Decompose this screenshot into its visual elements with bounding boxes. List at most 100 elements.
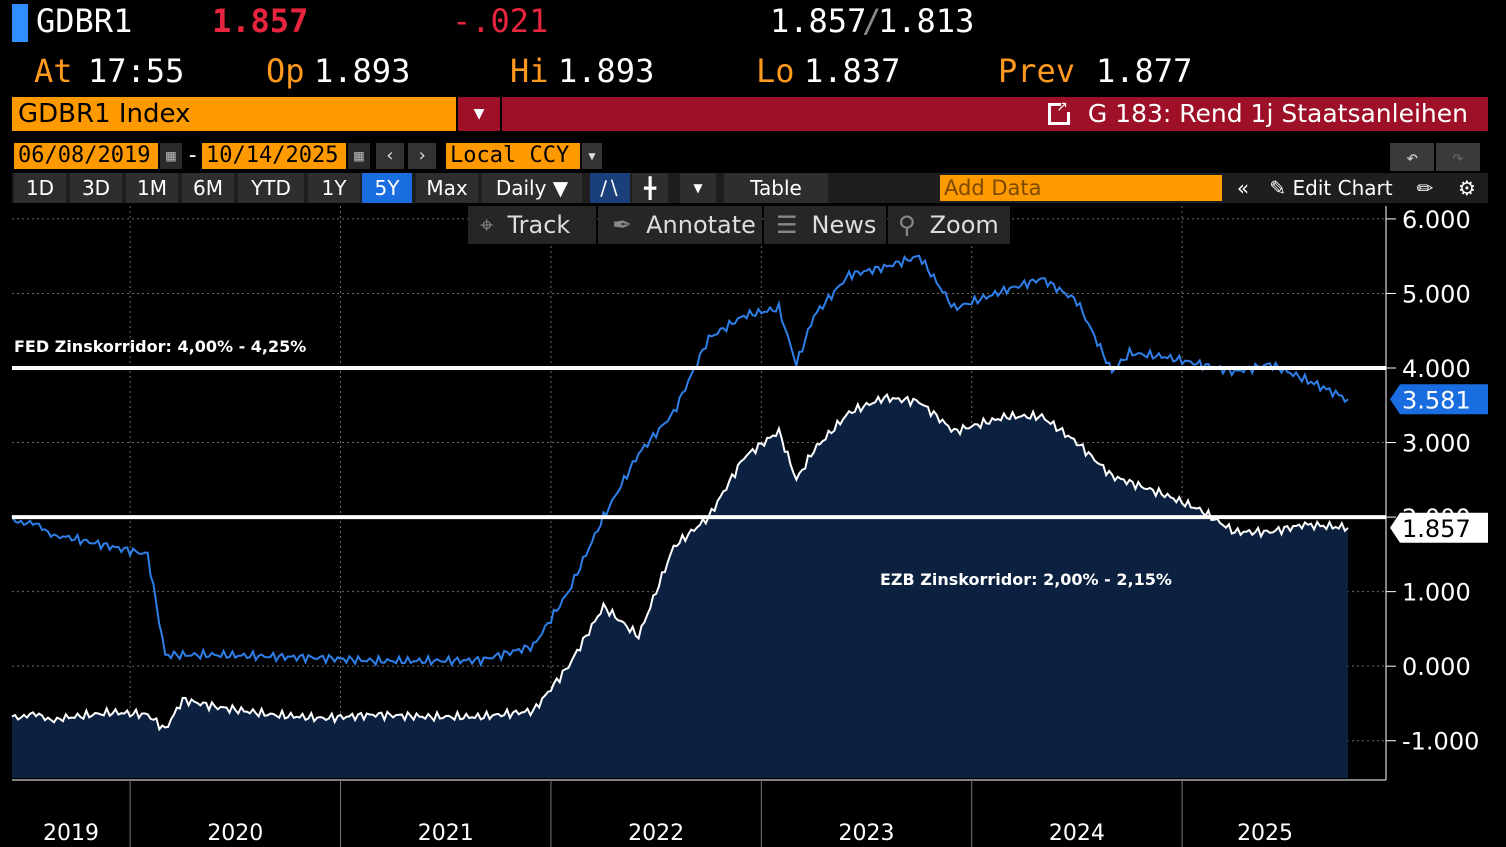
start-calendar-icon[interactable]: ▦ — [160, 143, 182, 169]
x-tick-label: 2020 — [207, 821, 263, 846]
magnifier-icon: ⚲ — [898, 211, 916, 239]
ezb-annotation: EZB Zinskorridor: 2,00% - 2,15% — [880, 570, 1172, 589]
end-calendar-icon[interactable]: ▦ — [348, 143, 370, 169]
chart-settings-button[interactable]: ✏ — [1408, 173, 1442, 203]
us-last-value-bg — [1390, 384, 1488, 415]
de-yield-area — [12, 394, 1348, 778]
range-5y[interactable]: 5Y — [362, 173, 412, 203]
frequency-select[interactable]: Daily ▼ — [482, 173, 582, 203]
line-chart-button[interactable]: ∕∖ — [590, 173, 630, 203]
y-tick-label: 6.000 — [1402, 206, 1471, 234]
range-1m[interactable]: 1M — [126, 173, 178, 203]
filter-dropdown-icon: ▼ — [473, 103, 485, 124]
track-label: Track — [507, 211, 571, 239]
add-data-input[interactable]: Add Data — [940, 175, 1222, 201]
pen-icon: ✒ — [612, 211, 633, 239]
open-value: 1.893 — [314, 52, 411, 90]
range-6m[interactable]: 6M — [182, 173, 234, 203]
popout-icon[interactable]: ↗ — [1047, 100, 1071, 125]
last-price: 1.857 — [212, 2, 309, 40]
next-period-button[interactable]: › — [408, 143, 436, 169]
y-tick-label: 1.000 — [1402, 579, 1471, 607]
undo-icon: ↶ — [1405, 145, 1419, 169]
gear-button[interactable]: ⚙ — [1450, 173, 1484, 203]
redo-icon: ↷ — [1451, 145, 1465, 169]
y-tick-label: 3.000 — [1402, 430, 1471, 458]
line-chart-icon: ∕∖ — [600, 176, 620, 200]
news-icon: ☰ — [776, 211, 798, 239]
range-1d[interactable]: 1D — [14, 173, 66, 203]
table-button[interactable]: Table — [724, 173, 828, 203]
x-tick-label: 2025 — [1237, 821, 1293, 846]
y-tick-label: -1.000 — [1402, 728, 1479, 756]
zoom-button[interactable]: ⚲ Zoom — [888, 206, 1010, 244]
price-change: -.021 — [452, 2, 549, 40]
edit-chart-button[interactable]: ✎ Edit Chart — [1264, 173, 1398, 203]
ticker-marker — [12, 4, 28, 42]
redo-button[interactable]: ↷ — [1436, 143, 1480, 171]
x-tick-label: 2021 — [418, 821, 474, 846]
bar-chart-button[interactable]: ╋ — [632, 173, 668, 203]
at-label: At — [34, 52, 73, 90]
start-date-input[interactable]: 06/08/2019 — [14, 143, 158, 169]
annotate-label: Annotate — [646, 211, 756, 239]
chart-title-bar[interactable]: ↗ G 183: Rend 1j Staatsanleihen — [502, 97, 1488, 131]
reference-lines: FED Zinskorridor: 4,00% - 4,25% EZB Zinsk… — [12, 337, 1386, 589]
chevron-right-icon: › — [416, 145, 428, 166]
x-tick-label: 2024 — [1049, 821, 1105, 846]
de-yield-line — [11, 392, 1349, 732]
pencil-icon: ✎ — [1269, 176, 1287, 200]
ask-price: 1.813 — [878, 2, 975, 40]
chevron-down-icon: ▼ — [588, 149, 596, 163]
caret-down-icon: ▼ — [552, 176, 569, 200]
chart-title: G 183: Rend 1j Staatsanleihen — [1087, 99, 1468, 128]
prev-value: 1.877 — [1096, 52, 1193, 90]
frequency-label: Daily — [495, 176, 547, 200]
ticker-symbol[interactable]: GDBR1 — [36, 2, 133, 40]
chevron-left-icon: ‹ — [384, 145, 396, 166]
x-tick-label: 2022 — [628, 821, 684, 846]
x-axis: 2019 2020 2021 2022 2023 2024 2025 — [12, 779, 1386, 847]
at-value: 17:55 — [88, 52, 185, 90]
annotate-button[interactable]: ✒ Annotate — [598, 206, 762, 244]
us-last-value: 3.581 — [1402, 386, 1471, 414]
x-tick-label: 2019 — [43, 821, 99, 846]
news-label: News — [811, 211, 877, 239]
gear-icon: ⚙ — [1458, 176, 1476, 200]
chart-type-dropdown[interactable]: ▼ — [680, 173, 716, 203]
bid-price: 1.857 — [770, 2, 867, 40]
collapse-button[interactable]: « — [1226, 173, 1260, 203]
undo-button[interactable]: ↶ — [1390, 143, 1434, 171]
fed-annotation: FED Zinskorridor: 4,00% - 4,25% — [14, 337, 306, 356]
low-value: 1.837 — [804, 52, 901, 90]
news-button[interactable]: ☰ News — [764, 206, 886, 244]
y-tick-label: 0.000 — [1402, 653, 1471, 681]
range-3d[interactable]: 3D — [70, 173, 122, 203]
chevron-down-icon: ▼ — [693, 181, 703, 195]
de-last-value-bg — [1390, 512, 1488, 543]
crosshair-icon: ⌖ — [480, 211, 494, 239]
edit-chart-label: Edit Chart — [1292, 176, 1393, 200]
y-axis: 6.0005.0004.0003.0002.0001.0000.000-1.00… — [1385, 206, 1479, 780]
date-separator: - — [186, 143, 200, 168]
prev-label: Prev — [998, 52, 1076, 90]
high-label: Hi — [510, 52, 549, 90]
y-tick-label: 5.000 — [1402, 280, 1471, 308]
range-1y[interactable]: 1Y — [308, 173, 360, 203]
security-field[interactable]: GDBR1 Index — [12, 97, 456, 131]
currency-select[interactable]: Local CCY — [446, 143, 580, 169]
de-last-value: 1.857 — [1402, 515, 1471, 543]
ohlc-bar-icon: ╋ — [643, 176, 657, 200]
us-yield-line — [11, 254, 1349, 668]
track-button[interactable]: ⌖ Track — [468, 206, 596, 244]
last-value-labels: 3.581 1.857 — [1390, 384, 1488, 543]
range-max[interactable]: Max — [416, 173, 478, 203]
edit-icon: ✏ — [1416, 176, 1434, 200]
security-dropdown-button[interactable]: ▼ — [458, 97, 500, 131]
prev-period-button[interactable]: ‹ — [376, 143, 404, 169]
currency-dropdown-button[interactable]: ▼ — [582, 143, 602, 169]
end-date-input[interactable]: 10/14/2025 — [202, 143, 346, 169]
range-ytd[interactable]: YTD — [238, 173, 304, 203]
open-label: Op — [266, 52, 305, 90]
